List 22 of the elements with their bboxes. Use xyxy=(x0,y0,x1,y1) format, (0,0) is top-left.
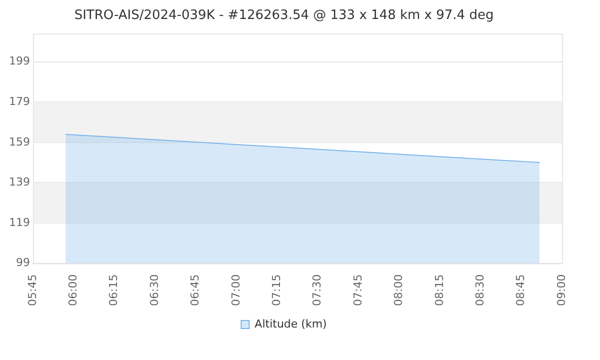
x-tick-label: 06:45 xyxy=(188,274,202,306)
y-tick-label: 199 xyxy=(8,54,30,68)
x-tick-label: 08:45 xyxy=(514,274,528,306)
y-tick-label: 139 xyxy=(8,176,30,189)
chart-title: SITRO-AIS/2024-039K - #126263.54 @ 133 x 148 km x 97.4 deg xyxy=(74,8,494,24)
x-tick-label: 07:30 xyxy=(310,274,324,306)
y-tick-label: 99 xyxy=(16,256,30,270)
x-tick-label: 08:15 xyxy=(432,274,446,306)
x-tick-label: 06:30 xyxy=(148,274,161,306)
x-tick-label: 06:00 xyxy=(66,274,80,306)
x-tick-label: 07:00 xyxy=(229,274,242,306)
x-tick-label: 09:00 xyxy=(554,274,568,306)
legend-label: Altitude (km) xyxy=(254,317,327,330)
y-tick-label: 119 xyxy=(8,216,30,229)
y-tick-label: 159 xyxy=(8,135,30,148)
x-tick-label: 07:45 xyxy=(351,274,364,306)
x-tick-label: 07:15 xyxy=(270,274,284,306)
x-tick-label: 05:45 xyxy=(26,274,39,306)
y-tick-label: 179 xyxy=(8,94,30,108)
x-tick-label: 08:30 xyxy=(473,274,486,306)
x-tick-label: 06:15 xyxy=(107,274,120,306)
x-tick-label: 08:00 xyxy=(392,274,406,306)
